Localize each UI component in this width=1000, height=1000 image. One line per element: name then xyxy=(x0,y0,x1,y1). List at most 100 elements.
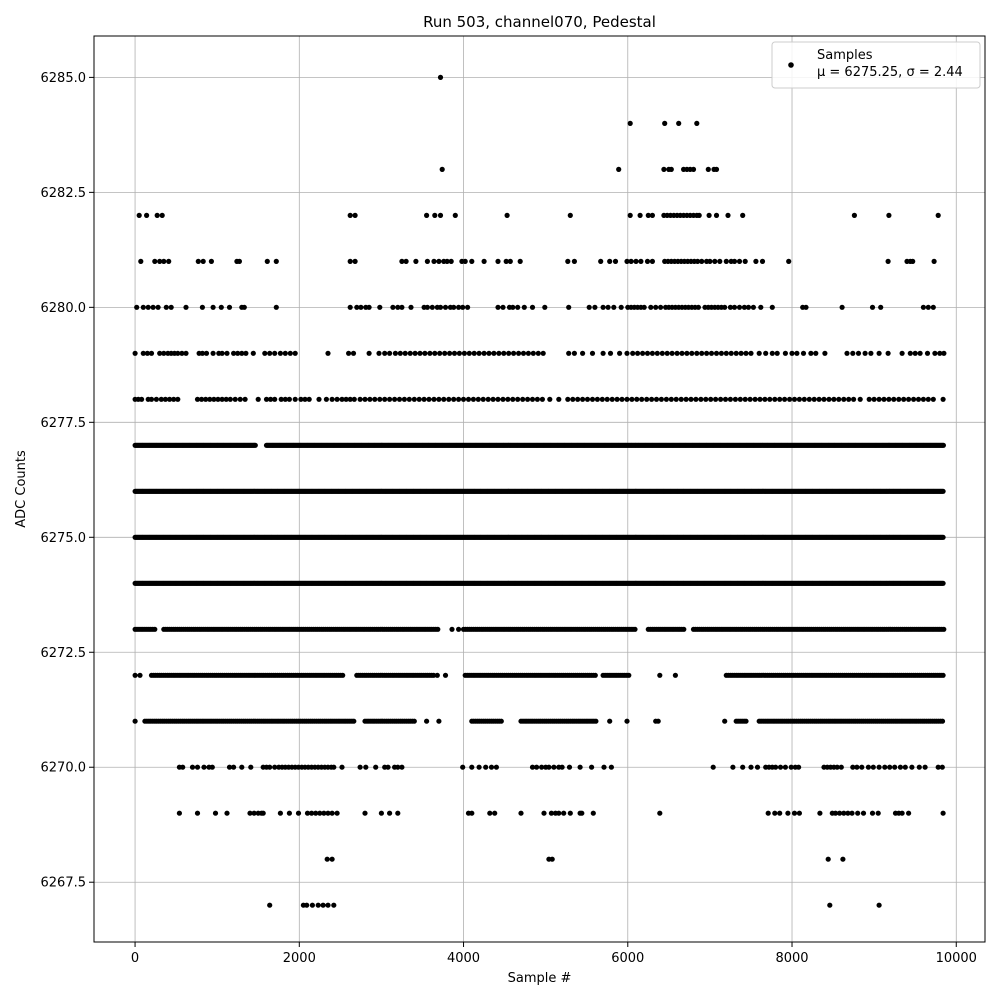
data-point xyxy=(481,350,487,356)
data-point xyxy=(354,304,360,310)
data-point xyxy=(416,396,422,402)
data-point xyxy=(885,350,891,356)
data-point xyxy=(748,764,754,770)
data-point xyxy=(372,396,378,402)
data-point xyxy=(366,350,372,356)
data-point xyxy=(243,350,249,356)
data-points xyxy=(132,74,947,908)
data-point xyxy=(442,304,449,310)
x-tick-label: 8000 xyxy=(775,951,808,966)
data-point xyxy=(920,396,927,402)
data-point xyxy=(902,764,908,770)
data-point xyxy=(846,396,852,402)
data-point xyxy=(822,350,828,356)
data-point xyxy=(713,396,719,402)
data-point xyxy=(635,350,641,356)
data-point xyxy=(611,304,617,310)
data-point xyxy=(525,350,532,356)
data-point xyxy=(152,626,158,632)
data-point xyxy=(390,304,396,310)
data-point xyxy=(825,856,831,862)
data-point xyxy=(703,396,709,402)
data-point xyxy=(575,396,581,402)
data-point xyxy=(940,672,946,678)
data-point xyxy=(800,350,807,356)
data-point xyxy=(166,258,172,264)
data-point xyxy=(324,856,330,862)
data-point xyxy=(806,396,812,402)
data-point xyxy=(731,258,738,264)
data-point xyxy=(456,626,462,632)
data-point xyxy=(723,350,729,356)
data-point xyxy=(241,304,247,310)
data-point xyxy=(498,718,504,724)
data-point xyxy=(505,396,511,402)
data-point xyxy=(248,764,254,770)
data-point xyxy=(618,304,624,310)
data-point xyxy=(605,304,611,310)
data-point xyxy=(272,396,278,402)
data-point xyxy=(351,396,357,402)
data-point xyxy=(813,350,819,356)
data-point xyxy=(892,764,898,770)
data-point xyxy=(637,212,643,218)
data-point xyxy=(176,810,182,816)
data-point xyxy=(757,396,763,402)
data-point xyxy=(437,350,443,356)
data-point xyxy=(506,350,512,356)
data-point xyxy=(212,810,219,816)
data-point xyxy=(876,764,882,770)
data-point xyxy=(774,350,780,356)
data-point xyxy=(431,258,437,264)
data-point xyxy=(363,764,369,770)
data-point xyxy=(315,902,321,908)
data-point xyxy=(708,396,714,402)
data-point xyxy=(357,396,363,402)
data-point xyxy=(439,166,445,172)
data-point xyxy=(590,810,596,816)
data-point xyxy=(743,350,749,356)
data-point xyxy=(140,350,146,356)
data-point xyxy=(630,350,636,356)
data-point xyxy=(264,258,270,264)
data-point xyxy=(385,764,391,770)
data-point xyxy=(639,396,645,402)
data-point xyxy=(717,258,723,264)
data-point xyxy=(136,212,142,218)
data-point xyxy=(161,350,167,356)
data-point xyxy=(653,304,659,310)
data-point xyxy=(811,396,817,402)
data-point xyxy=(357,764,363,770)
data-point xyxy=(940,580,946,586)
data-point xyxy=(841,396,847,402)
data-point xyxy=(785,810,791,816)
data-point xyxy=(329,856,335,862)
data-point xyxy=(577,764,583,770)
data-point xyxy=(488,764,495,770)
data-point xyxy=(681,626,687,632)
data-point xyxy=(517,258,523,264)
data-point xyxy=(469,810,475,816)
data-point xyxy=(725,212,731,218)
data-point xyxy=(352,258,358,264)
data-point xyxy=(456,396,462,402)
data-point xyxy=(756,350,762,356)
data-point xyxy=(546,764,552,770)
data-point xyxy=(728,350,734,356)
data-point xyxy=(535,350,541,356)
data-point xyxy=(442,672,449,678)
data-point xyxy=(565,396,571,402)
data-point xyxy=(911,396,917,402)
data-point xyxy=(444,258,450,264)
data-point xyxy=(592,672,598,678)
data-point xyxy=(432,350,438,356)
data-point xyxy=(539,396,546,402)
data-point xyxy=(887,764,893,770)
data-point xyxy=(567,810,573,816)
data-point xyxy=(782,764,789,770)
data-point xyxy=(604,396,610,402)
data-point xyxy=(886,396,892,402)
data-point xyxy=(481,258,487,264)
data-point xyxy=(362,810,368,816)
data-point xyxy=(199,396,205,402)
